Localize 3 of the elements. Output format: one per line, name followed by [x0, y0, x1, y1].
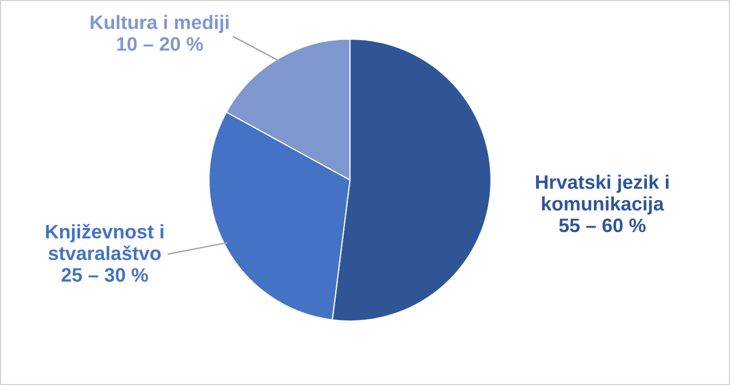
slice-label: Kultura i mediji 10 – 20 % [90, 14, 229, 51]
slice-label: Hrvatski jezik i komunikacija 55 – 60 % [536, 174, 669, 232]
slice-label: Književnost i stvaralaštvo 25 – 30 % [46, 224, 164, 282]
